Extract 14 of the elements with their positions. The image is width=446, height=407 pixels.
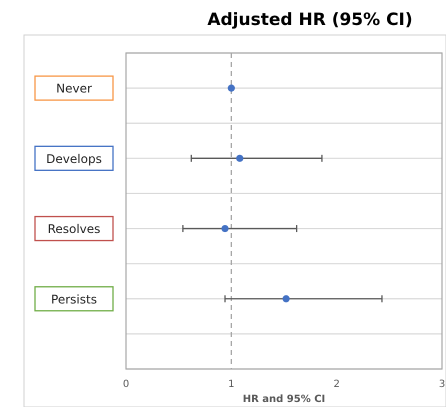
x-axis-title: HR and 95% CI xyxy=(242,394,326,405)
x-tick-label: 0 xyxy=(122,379,130,390)
point xyxy=(228,84,235,92)
point xyxy=(236,154,244,162)
point xyxy=(282,295,290,302)
chart-title: Adjusted HR (95% CI) xyxy=(207,10,413,30)
y-tick-label: Persists xyxy=(51,292,97,306)
x-tick-label: 2 xyxy=(333,379,340,390)
x-tick-label: 1 xyxy=(228,379,235,390)
x-tick-label: 3 xyxy=(438,379,446,390)
y-tick-label: Resolves xyxy=(48,222,100,236)
point xyxy=(221,224,229,232)
y-tick-label: Never xyxy=(56,82,92,96)
y-tick-label: Develops xyxy=(46,152,102,166)
